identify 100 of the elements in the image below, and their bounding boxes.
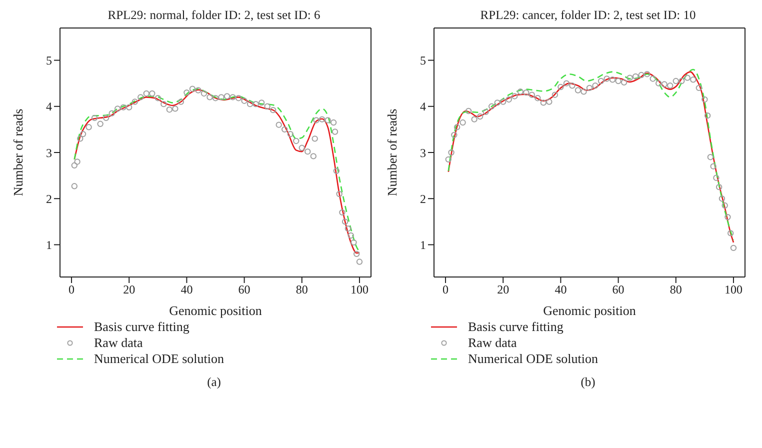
point <box>312 136 318 142</box>
point <box>728 230 734 236</box>
x-tick-label: 60 <box>612 282 624 297</box>
legend-label: Basis curve fitting <box>94 319 190 335</box>
point <box>333 168 340 174</box>
y-axis-title: Number of reads <box>10 108 26 196</box>
point <box>241 98 248 104</box>
point <box>448 149 454 156</box>
point <box>108 110 115 116</box>
point <box>494 100 500 106</box>
point <box>102 114 110 122</box>
point <box>667 82 674 89</box>
point <box>558 84 564 90</box>
x-tick-label: 80 <box>296 282 308 297</box>
x-tick-label: 0 <box>68 282 75 297</box>
x-axis-title: Genomic position <box>543 303 636 318</box>
point <box>471 116 478 122</box>
chart-title: RPL29: normal, folder ID: 2, test set ID: 6 <box>106 8 322 23</box>
y-tick-label: 2 <box>46 192 52 206</box>
point <box>200 90 208 97</box>
point <box>476 113 484 120</box>
point <box>154 94 162 102</box>
x-tick-label: 60 <box>238 282 250 297</box>
point <box>465 108 472 114</box>
point <box>684 74 691 81</box>
point <box>172 106 178 112</box>
point <box>506 96 512 103</box>
point <box>730 244 737 252</box>
point <box>264 103 270 110</box>
y-tick-label: 2 <box>420 192 426 206</box>
x-axis-title: Genomic position <box>169 303 262 318</box>
point <box>615 78 622 84</box>
point <box>586 84 593 92</box>
point <box>224 93 230 100</box>
y-tick-label: 1 <box>46 238 52 252</box>
point <box>454 124 460 130</box>
point <box>678 78 685 84</box>
y-tick-label: 4 <box>46 100 52 114</box>
point <box>580 88 587 95</box>
point <box>534 94 541 102</box>
point <box>114 106 121 112</box>
point <box>138 94 144 100</box>
point <box>482 108 489 116</box>
point <box>451 132 458 138</box>
point <box>313 117 320 124</box>
point <box>282 126 288 133</box>
point <box>276 122 282 128</box>
point <box>488 103 495 110</box>
point <box>71 183 78 190</box>
point <box>270 106 276 114</box>
point <box>132 98 138 105</box>
text: (b) <box>580 375 596 390</box>
point <box>212 94 219 102</box>
y-tick-label: 5 <box>46 54 52 68</box>
point <box>178 98 184 105</box>
y-tick-label: 1 <box>420 238 426 252</box>
point <box>304 148 311 155</box>
point <box>356 258 363 265</box>
point <box>189 86 196 92</box>
point <box>332 128 338 135</box>
point <box>722 202 728 209</box>
point <box>120 104 126 110</box>
point <box>80 130 86 138</box>
point <box>512 93 518 100</box>
point <box>298 144 305 151</box>
point <box>86 124 92 130</box>
point <box>644 71 650 78</box>
point <box>339 209 346 216</box>
point <box>626 74 633 81</box>
point <box>716 184 722 190</box>
point <box>230 94 236 100</box>
y-tick-label: 5 <box>420 54 426 68</box>
x-tick-label: 100 <box>724 282 742 297</box>
legend-label: Raw data <box>468 335 517 351</box>
point <box>206 94 213 100</box>
x-tick-label: 0 <box>442 282 449 297</box>
point <box>540 100 547 106</box>
point <box>126 104 132 110</box>
point <box>710 163 716 170</box>
legend-label: Basis curve fitting <box>468 319 564 335</box>
point <box>528 92 536 98</box>
point <box>638 72 644 78</box>
point <box>149 90 156 97</box>
point <box>324 117 331 124</box>
point <box>293 138 300 144</box>
y-tick-label: 3 <box>46 146 52 160</box>
point <box>620 79 628 86</box>
x-tick-label: 100 <box>350 282 368 297</box>
x-tick-label: 20 <box>123 282 136 297</box>
y-axis-title: Number of reads <box>384 108 400 196</box>
point <box>523 89 530 96</box>
point <box>569 82 576 89</box>
point <box>724 214 731 220</box>
point <box>160 100 167 108</box>
point <box>235 94 242 102</box>
point <box>592 82 598 89</box>
point <box>661 81 668 88</box>
point <box>336 190 342 198</box>
x-tick-label: 20 <box>497 282 510 297</box>
point <box>656 80 662 86</box>
